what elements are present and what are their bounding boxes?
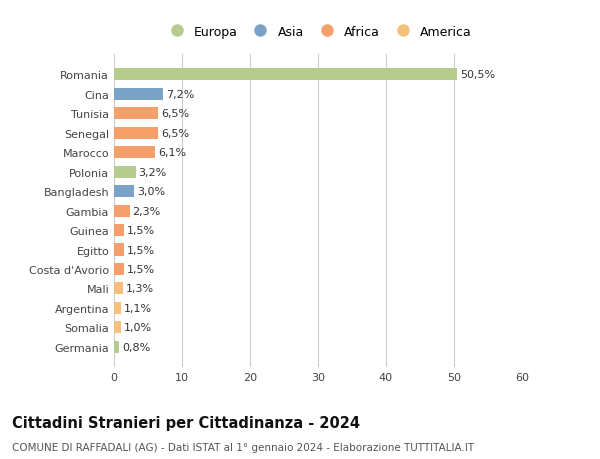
Bar — [114, 341, 119, 353]
Text: 50,5%: 50,5% — [460, 70, 495, 80]
Text: 3,2%: 3,2% — [139, 168, 167, 177]
Text: COMUNE DI RAFFADALI (AG) - Dati ISTAT al 1° gennaio 2024 - Elaborazione TUTTITAL: COMUNE DI RAFFADALI (AG) - Dati ISTAT al… — [12, 442, 474, 452]
Legend: Europa, Asia, Africa, America: Europa, Asia, Africa, America — [159, 21, 477, 44]
Text: 1,5%: 1,5% — [127, 225, 155, 235]
Text: 6,5%: 6,5% — [161, 129, 189, 139]
Text: 2,3%: 2,3% — [133, 206, 161, 216]
Text: 1,5%: 1,5% — [127, 245, 155, 255]
Text: Cittadini Stranieri per Cittadinanza - 2024: Cittadini Stranieri per Cittadinanza - 2… — [12, 415, 360, 431]
Bar — [114, 302, 121, 314]
Text: 0,8%: 0,8% — [122, 342, 151, 352]
Text: 7,2%: 7,2% — [166, 90, 194, 100]
Bar — [114, 224, 124, 236]
Bar — [114, 263, 124, 275]
Bar — [114, 244, 124, 256]
Text: 6,1%: 6,1% — [158, 148, 187, 158]
Text: 1,5%: 1,5% — [127, 264, 155, 274]
Text: 3,0%: 3,0% — [137, 187, 165, 197]
Bar — [114, 108, 158, 120]
Bar — [114, 147, 155, 159]
Bar — [114, 128, 158, 140]
Text: 1,1%: 1,1% — [124, 303, 152, 313]
Text: 1,0%: 1,0% — [124, 323, 152, 333]
Bar — [114, 89, 163, 101]
Bar — [114, 166, 136, 179]
Bar — [114, 283, 123, 295]
Bar — [114, 205, 130, 217]
Bar — [114, 69, 457, 81]
Text: 1,3%: 1,3% — [125, 284, 154, 294]
Bar — [114, 186, 134, 198]
Bar — [114, 322, 121, 334]
Text: 6,5%: 6,5% — [161, 109, 189, 119]
